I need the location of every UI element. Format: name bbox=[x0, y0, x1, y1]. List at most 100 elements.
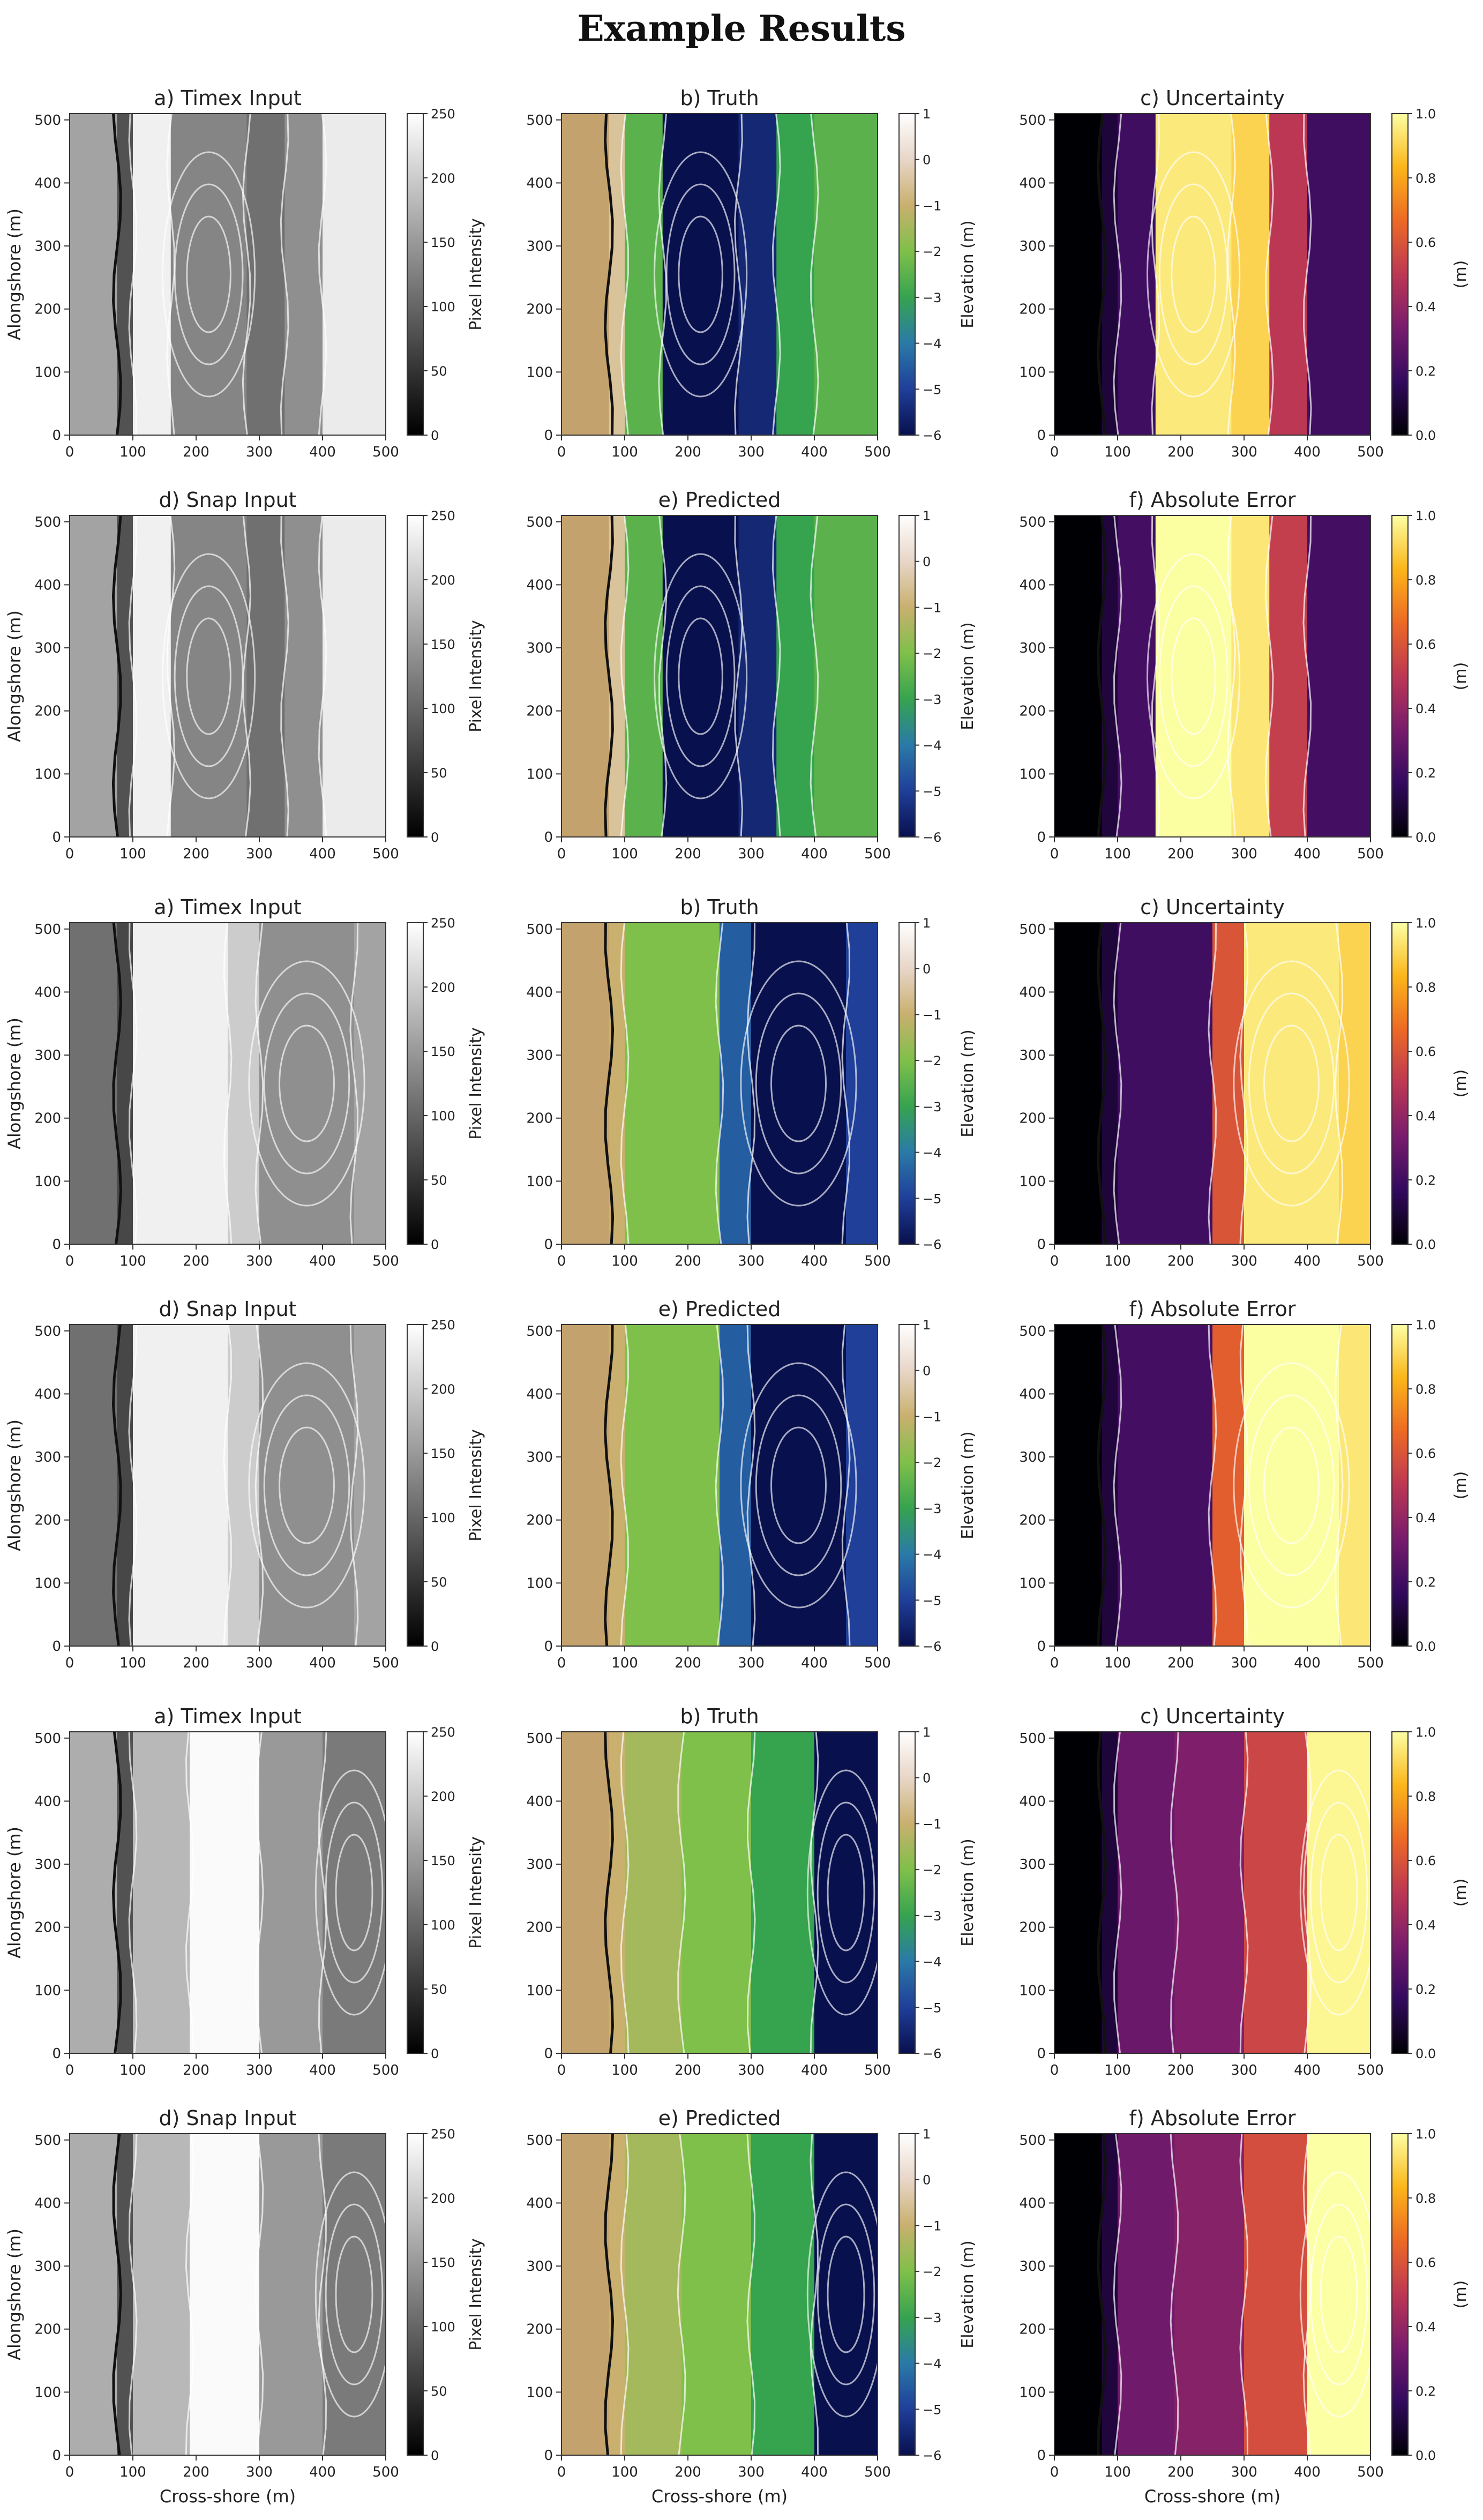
y-tick-label: 300 bbox=[34, 238, 61, 255]
contour-line bbox=[810, 515, 819, 837]
panel-title: b) Truth bbox=[680, 895, 759, 919]
x-tick-label: 500 bbox=[864, 846, 891, 862]
y-tick-label: 400 bbox=[1019, 1386, 1046, 1402]
colorbar-tick-label: −5 bbox=[923, 2000, 941, 2015]
y-tick-label: 0 bbox=[1037, 428, 1046, 444]
y-axis-label: Alongshore (m) bbox=[4, 1018, 25, 1149]
y-tick-label: 200 bbox=[1019, 1920, 1046, 1936]
contour-line bbox=[1302, 515, 1312, 837]
colorbar-tick-label: 50 bbox=[431, 1982, 447, 1997]
band-5 bbox=[246, 515, 286, 837]
band-1 bbox=[70, 2134, 118, 2455]
x-tick-label: 400 bbox=[801, 2464, 828, 2480]
colorbar-tick-label: 50 bbox=[431, 766, 447, 781]
colorbar-tick-label: 100 bbox=[431, 1918, 455, 1933]
y-tick-label: 200 bbox=[34, 2322, 61, 2338]
x-tick-label: 200 bbox=[675, 444, 701, 460]
contour-ring bbox=[1309, 1801, 1368, 1984]
band-3 bbox=[625, 114, 663, 435]
colorbar-tick-label: 100 bbox=[431, 300, 455, 315]
band-7 bbox=[814, 515, 878, 837]
colorbar-tick-label: 0.6 bbox=[1415, 2255, 1436, 2270]
y-tick-label: 0 bbox=[544, 2448, 553, 2464]
y-tick-label: 500 bbox=[34, 922, 61, 938]
colorbar-tick-label: 0.4 bbox=[1415, 2320, 1436, 2335]
contour-ring bbox=[279, 1426, 335, 1544]
y-tick-label: 500 bbox=[34, 514, 61, 530]
colorbar-tick-label: 250 bbox=[431, 509, 455, 524]
colorbar-tick-label: 0.0 bbox=[1415, 1639, 1436, 1654]
y-tick-label: 300 bbox=[1019, 1048, 1046, 1064]
band-4 bbox=[681, 1732, 752, 2053]
y-tick-label: 200 bbox=[34, 1513, 61, 1529]
y-tick-label: 400 bbox=[1019, 175, 1046, 191]
contour-line bbox=[604, 1732, 614, 2053]
x-tick-label: 200 bbox=[183, 2062, 209, 2078]
colorbar-tick-label: 0.0 bbox=[1415, 1237, 1436, 1252]
x-tick-label: 300 bbox=[1231, 444, 1257, 460]
x-tick-label: 100 bbox=[119, 2062, 146, 2078]
axes-frame bbox=[1054, 1731, 1371, 2054]
x-tick-label: 200 bbox=[1167, 1253, 1194, 1269]
band-6 bbox=[814, 2134, 878, 2455]
panel-3: c) Uncertainty 0 100 200 300 400 500 0 100 200 300… bbox=[1019, 86, 1470, 460]
colorbar-tick-label: 1 bbox=[923, 1318, 931, 1333]
colorbar bbox=[407, 922, 424, 1245]
y-tick-label: 300 bbox=[526, 2259, 553, 2275]
contour-line bbox=[318, 515, 327, 837]
contour-line bbox=[111, 515, 122, 837]
contour-ring bbox=[1263, 1426, 1320, 1544]
colorbar bbox=[898, 922, 916, 1245]
y-tick-label: 200 bbox=[1019, 1513, 1046, 1529]
contour-line bbox=[746, 2134, 756, 2455]
colorbar-label: (m) bbox=[1451, 2280, 1470, 2309]
panel-title: c) Uncertainty bbox=[1140, 895, 1285, 919]
y-tick-label: 200 bbox=[1019, 1111, 1046, 1127]
band-2 bbox=[117, 2134, 133, 2455]
x-tick-label: 400 bbox=[801, 1253, 828, 1269]
plot-area bbox=[561, 515, 878, 837]
x-tick-label: 400 bbox=[1294, 1655, 1321, 1671]
band-3 bbox=[133, 1732, 191, 2053]
colorbar-tick-label: 200 bbox=[431, 573, 455, 588]
panel-9: c) Uncertainty 0 100 200 300 400 500 0 100 200 300… bbox=[1019, 895, 1470, 1269]
y-tick-label: 0 bbox=[52, 2448, 61, 2464]
colorbar-tick-label: 0.8 bbox=[1415, 573, 1436, 588]
y-tick-label: 0 bbox=[1037, 2448, 1046, 2464]
y-tick-label: 0 bbox=[544, 1237, 553, 1253]
colorbar-label: Pixel Intensity bbox=[467, 1027, 485, 1140]
panel-title: f) Absolute Error bbox=[1129, 2106, 1295, 2130]
y-tick-label: 100 bbox=[34, 766, 61, 782]
band-6 bbox=[846, 923, 878, 1244]
colorbar-tick-label: 150 bbox=[431, 1044, 455, 1059]
x-tick-label: 200 bbox=[1167, 444, 1194, 460]
band-1 bbox=[561, 114, 610, 435]
contour-line bbox=[715, 1325, 724, 1646]
x-tick-label: 400 bbox=[309, 1253, 336, 1269]
x-tick-label: 200 bbox=[1167, 1655, 1194, 1671]
band-3 bbox=[1118, 114, 1156, 435]
contour-line bbox=[746, 1732, 756, 2053]
panel-8: b) Truth 0 100 200 300 400 500 0 100 200 300 400 500… bbox=[526, 895, 977, 1269]
colorbar-tick-label: 150 bbox=[431, 2255, 455, 2270]
colorbar-tick-label: −5 bbox=[923, 382, 941, 397]
y-tick-label: 0 bbox=[544, 428, 553, 444]
contour-ring bbox=[186, 617, 231, 735]
panel-title: c) Uncertainty bbox=[1140, 86, 1285, 110]
plot-area bbox=[70, 1732, 386, 2053]
x-tick-label: 100 bbox=[119, 444, 146, 460]
colorbar-tick-label: 0 bbox=[923, 555, 931, 570]
contour-line bbox=[810, 114, 819, 435]
y-tick-label: 100 bbox=[526, 1983, 553, 1999]
colorbar-tick-label: −4 bbox=[923, 738, 941, 753]
colorbar-tick-label: 0 bbox=[431, 428, 439, 443]
x-tick-label: 200 bbox=[675, 2464, 701, 2480]
panel-17: e) Predicted 0 100 200 300 400 500 0 100 200 300 40… bbox=[526, 2106, 977, 2507]
band-4 bbox=[1155, 114, 1232, 435]
x-tick-label: 100 bbox=[611, 846, 638, 862]
y-tick-label: 100 bbox=[34, 1983, 61, 1999]
colorbar-tick-label: 150 bbox=[431, 1446, 455, 1461]
band-6 bbox=[1339, 923, 1370, 1244]
colorbar-label: (m) bbox=[1451, 1471, 1470, 1500]
colorbar-tick-label: −5 bbox=[923, 784, 941, 799]
